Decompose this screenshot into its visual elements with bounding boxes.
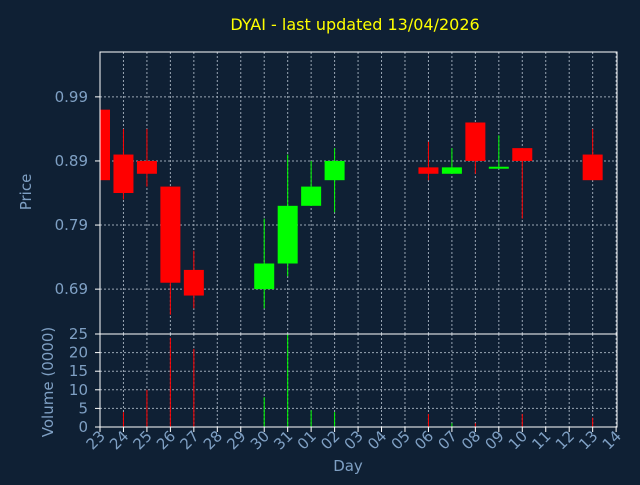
x-axis-label: Day: [333, 457, 363, 475]
candle-body: [160, 186, 181, 283]
candle: [113, 128, 134, 200]
candle: [301, 160, 322, 206]
volume-tick-label: 20: [69, 344, 88, 362]
candle-body: [512, 148, 533, 161]
candle-body: [441, 167, 462, 174]
candle-body: [324, 160, 345, 181]
candle: [160, 186, 181, 315]
price-tick-label: 0.69: [55, 280, 88, 298]
candle-body: [136, 160, 157, 174]
candle-body: [465, 122, 486, 161]
volume-tick-label: 5: [78, 399, 88, 417]
price-tick-label: 0.99: [55, 88, 88, 106]
chart-title: DYAI - last updated 13/04/2026: [230, 15, 479, 34]
volume-tick-label: 0: [78, 418, 88, 436]
candle: [99, 109, 110, 181]
candle-body: [418, 167, 439, 174]
candle: [324, 148, 345, 213]
candles: [99, 109, 603, 315]
candle-body: [488, 166, 509, 169]
candle: [512, 148, 533, 219]
candle-body: [183, 269, 204, 296]
candle: [183, 250, 204, 309]
candle: [418, 141, 439, 181]
volume-tick-label: 25: [69, 325, 88, 343]
candle: [277, 154, 298, 277]
price-axis-label: Price: [17, 174, 35, 211]
volume-tick-label: 15: [69, 362, 88, 380]
candle: [441, 148, 462, 174]
candle-body: [100, 109, 110, 181]
candle-body: [113, 154, 134, 193]
candle-body: [254, 263, 275, 290]
price-tick-label: 0.79: [55, 216, 88, 234]
candle: [136, 128, 157, 187]
candle: [254, 218, 275, 309]
volume-axis-label: Volume (0000): [39, 327, 57, 437]
candle-body: [277, 205, 298, 264]
price-tick-label: 0.89: [55, 152, 88, 170]
candle-body: [582, 154, 603, 181]
volume-tick-label: 10: [69, 381, 88, 399]
candle: [582, 128, 603, 181]
price-tick-labels: 0.69 0.79 0.89 0.99: [55, 88, 100, 298]
volume-bars: [122, 334, 594, 427]
candle-body: [301, 186, 322, 206]
x-tick-labels: 2324252627282930310102030405060708091011…: [83, 427, 625, 453]
candle: [488, 135, 509, 169]
candle: [465, 122, 486, 174]
